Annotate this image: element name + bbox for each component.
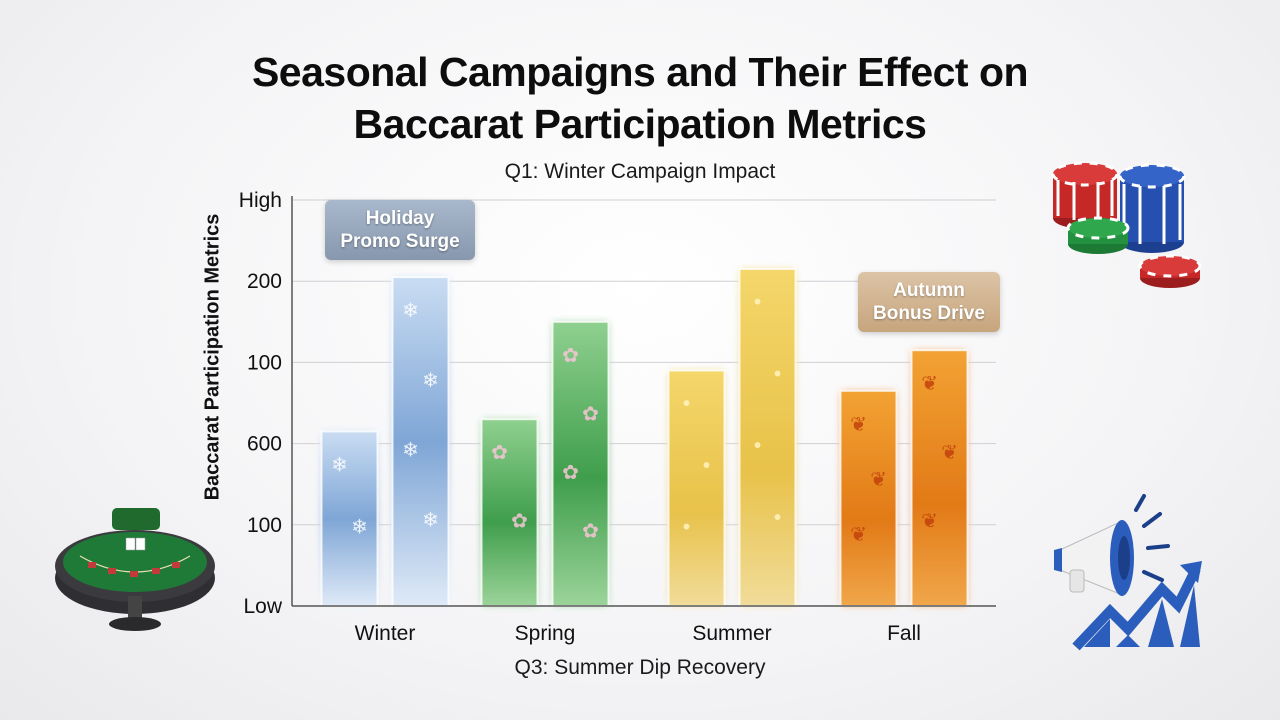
x-tick-label: Fall — [887, 622, 921, 645]
bar-fall-2 — [910, 349, 969, 607]
autumn-callout-line-2: Bonus Drive — [873, 303, 985, 324]
snowflake-icon: ❄ — [351, 515, 368, 539]
maple-leaf-icon: ❦ — [870, 467, 887, 491]
y-tick-label: 100 — [247, 514, 282, 537]
bar-fall-1 — [839, 389, 898, 607]
poker-chips-icon — [1051, 161, 1202, 288]
maple-leaf-icon: ❦ — [941, 440, 958, 464]
title-line-1: Seasonal Campaigns and Their Effect on — [251, 49, 1029, 95]
y-tick-label: Low — [243, 595, 282, 618]
cherry-blossom-icon: ✿ — [491, 440, 508, 464]
cherry-blossom-icon: ✿ — [582, 401, 599, 425]
y-tick-label: 600 — [247, 433, 282, 456]
cherry-blossom-icon: ✿ — [562, 460, 579, 484]
y-tick-label: 100 — [247, 351, 282, 374]
autumn-bonus-callout: Autumn Bonus Drive — [858, 272, 1000, 332]
sand-grain-icon: • — [681, 392, 693, 416]
sand-grain-icon: • — [681, 515, 693, 539]
maple-leaf-icon: ❦ — [850, 522, 867, 546]
holiday-promo-callout: Holiday Promo Surge — [325, 200, 475, 260]
chart-title: Seasonal Campaigns and Their Effect on B… — [0, 46, 1280, 150]
megaphone-icon — [1054, 494, 1170, 596]
bar-summer-2 — [738, 268, 797, 607]
snowflake-icon: ❄ — [402, 438, 419, 462]
cherry-blossom-icon: ✿ — [562, 343, 579, 367]
x-tick-label: Spring — [515, 622, 576, 645]
snowflake-icon: ❄ — [422, 368, 439, 392]
x-tick-label: Summer — [692, 622, 771, 645]
sand-grain-icon: • — [701, 453, 713, 477]
axes — [291, 196, 996, 607]
maple-leaf-icon: ❦ — [850, 412, 867, 436]
cherry-blossom-icon: ✿ — [582, 518, 599, 542]
bars — [320, 268, 969, 608]
bar-decorations: ❄ ❄ ❄ ❄ ❄ ❄ ✿ ✿ ✿ ✿ ✿ ✿ • • • • • • • ❦ ❦ ❦ ❦ ❦ ❦ — [331, 290, 958, 546]
snowflake-icon: ❄ — [331, 452, 348, 476]
cherry-blossom-icon: ✿ — [511, 509, 528, 533]
maple-leaf-icon: ❦ — [921, 508, 938, 532]
y-tick-label: High — [239, 189, 282, 212]
maple-leaf-icon: ❦ — [921, 371, 938, 395]
bar-spring-1 — [480, 418, 539, 607]
bar-summer-1 — [667, 369, 726, 607]
sand-grain-icon: • — [752, 434, 764, 458]
sand-grain-icon: • — [772, 362, 784, 386]
x-tick-label: Winter — [355, 622, 416, 645]
baccarat-table-icon — [55, 508, 215, 631]
autumn-callout-line-1: Autumn — [893, 280, 965, 301]
bar-winter-1 — [320, 430, 379, 608]
snowflake-icon: ❄ — [402, 298, 419, 322]
holiday-callout-line-1: Holiday — [365, 208, 435, 229]
chart-subtitle: Q1: Winter Campaign Impact — [504, 160, 776, 183]
bar-spring-2 — [551, 320, 610, 607]
y-tick-label: 200 — [247, 270, 282, 293]
trend-arrow-icon — [1072, 561, 1202, 651]
sand-grain-icon: • — [772, 505, 784, 529]
title-line-2: Baccarat Participation Metrics — [353, 101, 927, 147]
snowflake-icon: ❄ — [422, 507, 439, 531]
chart-footnote: Q3: Summer Dip Recovery — [514, 656, 766, 679]
bar-winter-2 — [391, 276, 450, 607]
tick-labels: Low 100 600 100 200 High Winter Spring Summer Fal… — [239, 189, 921, 645]
sand-grain-icon: • — [752, 290, 764, 314]
holiday-callout-line-2: Promo Surge — [340, 231, 460, 252]
